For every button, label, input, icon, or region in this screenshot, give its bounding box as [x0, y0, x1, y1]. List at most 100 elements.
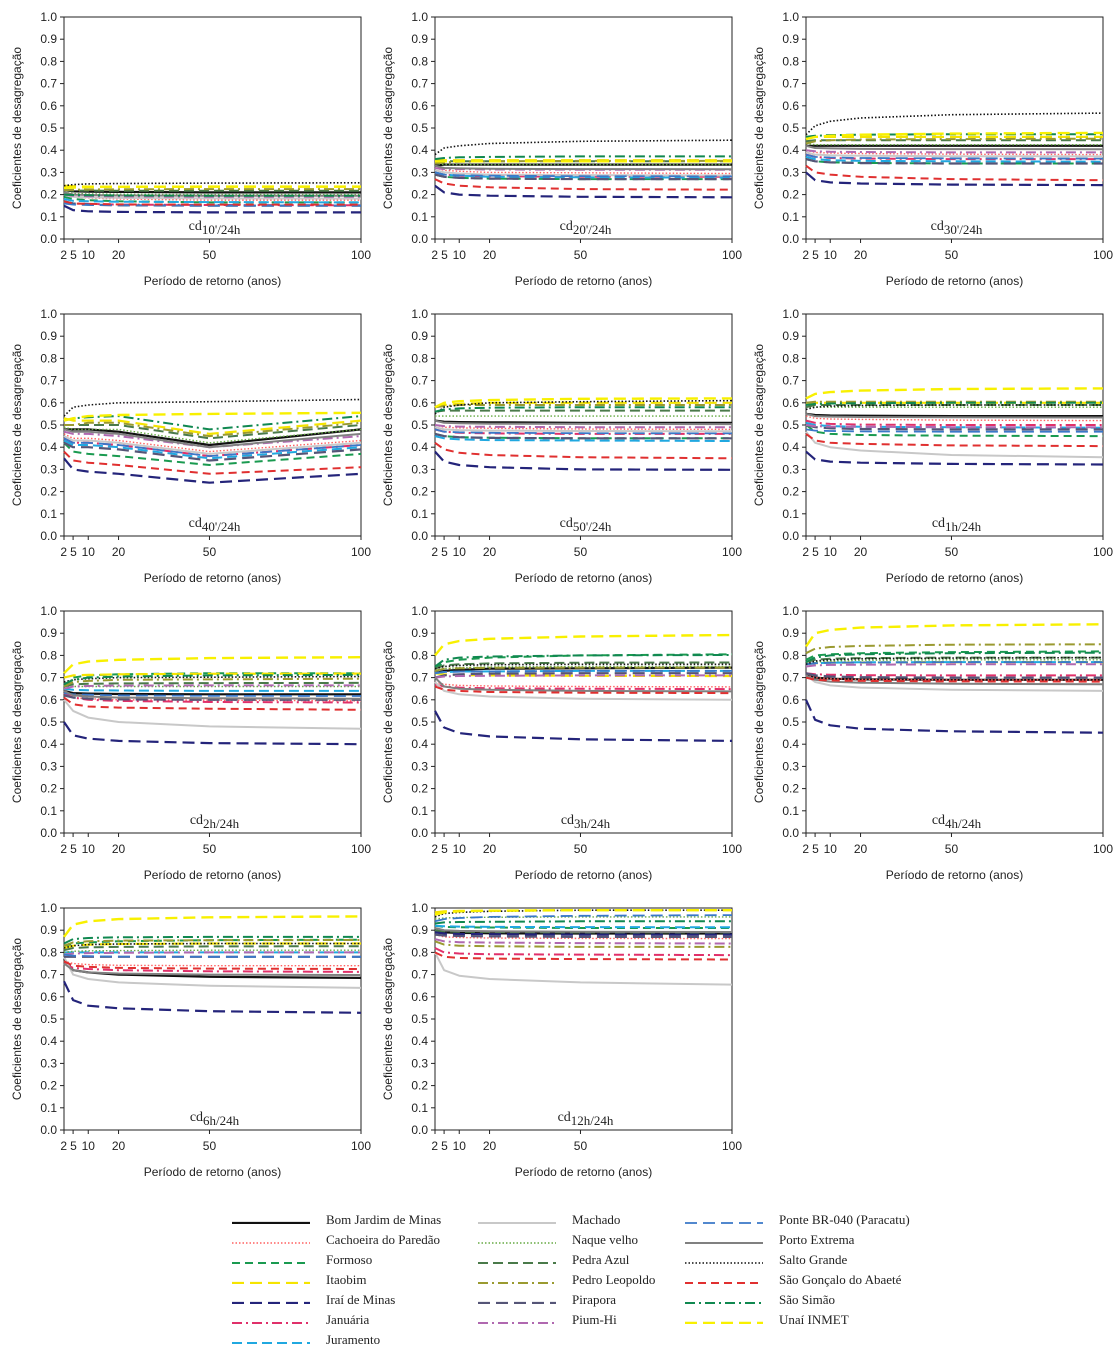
y-tick-label: 0.2 — [40, 485, 57, 499]
panel-title-sub: 20'/24h — [573, 222, 612, 237]
series-line-formoso — [434, 924, 732, 929]
series-line-formoso — [805, 650, 1104, 661]
series-line-una-inmet — [805, 623, 1104, 648]
series-line-una-inmet — [63, 656, 362, 675]
x-tick-label: 10 — [824, 842, 838, 856]
y-tick-label: 0.8 — [782, 54, 799, 68]
x-tick-label: 10 — [824, 545, 838, 559]
series-line-pedro-leopoldo — [434, 666, 732, 672]
series-line-naque-velho — [434, 162, 732, 166]
x-tick-label: 20 — [112, 248, 126, 262]
panel-title-main: cd — [931, 219, 944, 234]
y-axis-label: Coeficientes de desagregação — [381, 47, 395, 209]
y-tick-label: 0.3 — [411, 165, 428, 179]
series-line-s-o-gon-alo-do-abaet- — [63, 200, 361, 206]
legend-label: Pedro Leopoldo — [572, 1272, 656, 1287]
legend-swatch — [232, 1322, 310, 1324]
x-tick-label: 10 — [82, 545, 96, 559]
y-tick-label: 1.0 — [411, 10, 428, 24]
x-tick-label: 50 — [945, 545, 959, 559]
y-tick-label: 0.8 — [411, 945, 428, 959]
y-tick-label: 0.9 — [782, 32, 799, 46]
x-tick-label: 5 — [70, 545, 77, 559]
y-tick-label: 0.7 — [782, 671, 799, 685]
y-tick-label: 0.0 — [782, 826, 799, 840]
y-tick-label: 0.5 — [40, 715, 57, 729]
x-tick-label: 20 — [112, 1139, 126, 1153]
y-tick-label: 0.3 — [782, 759, 799, 773]
legend-label: Naque velho — [572, 1232, 639, 1247]
y-tick-label: 0.6 — [782, 693, 799, 707]
y-tick-label: 0.4 — [411, 737, 428, 751]
legend-swatch — [232, 1221, 310, 1224]
series-line-una-inmet — [434, 909, 732, 916]
y-tick-label: 0.4 — [40, 737, 57, 751]
legend-label: Unaí INMET — [779, 1312, 849, 1327]
y-tick-label: 0.2 — [40, 188, 57, 202]
x-tick-label: 10 — [453, 842, 467, 856]
series-group — [63, 915, 362, 1014]
y-tick-label: 1.0 — [411, 604, 428, 618]
series-line-janu-ria — [805, 672, 1103, 677]
y-tick-label: 0.9 — [411, 32, 428, 46]
y-tick-label: 0.2 — [411, 188, 428, 202]
y-tick-label: 0.2 — [411, 1079, 428, 1093]
series-line-s-o-sim-o — [434, 155, 732, 161]
y-tick-label: 0.4 — [40, 143, 57, 157]
x-tick-label: 50 — [203, 842, 217, 856]
series-line-ira-de-minas — [63, 721, 362, 746]
plot-frame — [63, 610, 362, 834]
series-line-s-o-sim-o — [805, 651, 1104, 663]
panel-title-sub: 40'/24h — [202, 519, 241, 534]
y-tick-label: 0.6 — [40, 693, 57, 707]
series-line-ira-de-minas — [804, 699, 1104, 734]
y-axis-label: Coeficientes de desagregação — [10, 47, 24, 209]
legend-label: Porto Extrema — [779, 1232, 855, 1247]
series-line-pium-hi — [63, 684, 361, 690]
panel-title-sub: 50'/24h — [573, 519, 612, 534]
x-tick-label: 20 — [854, 545, 868, 559]
legend-label: Salto Grande — [779, 1252, 848, 1267]
series-line-pium-hi — [434, 167, 732, 171]
panel-title: cd1h/24h — [932, 516, 982, 534]
legend-swatch — [232, 1262, 310, 1264]
series-line-salto-grande — [434, 909, 732, 918]
x-tick-label: 100 — [722, 248, 742, 262]
series-line-pirapora — [805, 672, 1103, 679]
panel-title-sub: 12h/24h — [571, 1113, 614, 1128]
y-tick-label: 0.4 — [411, 1034, 428, 1048]
series-line-pedra-azul — [434, 409, 732, 413]
panel-title-main: cd — [189, 219, 202, 234]
y-tick-label: 0.7 — [411, 671, 428, 685]
y-tick-label: 0.7 — [40, 671, 57, 685]
series-group — [805, 387, 1104, 466]
series-line-pedro-leopoldo — [805, 137, 1104, 145]
series-line-porto-extrema — [805, 412, 1104, 419]
series-line-pium-hi — [63, 951, 361, 956]
y-tick-label: 0.0 — [782, 232, 799, 246]
x-tick-label: 10 — [82, 1139, 96, 1153]
panel-title-sub: 2h/24h — [203, 816, 240, 831]
x-tick-label: 50 — [945, 842, 959, 856]
y-tick-label: 0.2 — [411, 485, 428, 499]
series-line-juramento — [805, 421, 1104, 429]
y-tick-label: 0.6 — [411, 99, 428, 113]
panel-title-sub: 30'/24h — [944, 222, 983, 237]
series-line-s-o-sim-o — [63, 673, 362, 686]
y-tick-label: 0.3 — [40, 462, 57, 476]
series-line-salto-grande — [805, 656, 1104, 666]
y-tick-label: 0.7 — [40, 77, 57, 91]
x-tick-label: 5 — [441, 1139, 448, 1153]
series-line-pedro-leopoldo — [63, 939, 362, 947]
panel-title-main: cd — [560, 516, 573, 531]
y-tick-label: 0.7 — [782, 77, 799, 91]
series-line-salto-grande — [63, 942, 361, 949]
panel-title-sub: 4h/24h — [945, 816, 982, 831]
y-tick-label: 0.4 — [782, 737, 799, 751]
legend-swatch — [232, 1242, 310, 1244]
y-tick-label: 0.5 — [40, 418, 57, 432]
series-line-cachoeira-do-pared-o — [63, 960, 361, 967]
y-tick-label: 0.3 — [40, 1056, 57, 1070]
series-line-porto-extrema — [434, 419, 733, 426]
